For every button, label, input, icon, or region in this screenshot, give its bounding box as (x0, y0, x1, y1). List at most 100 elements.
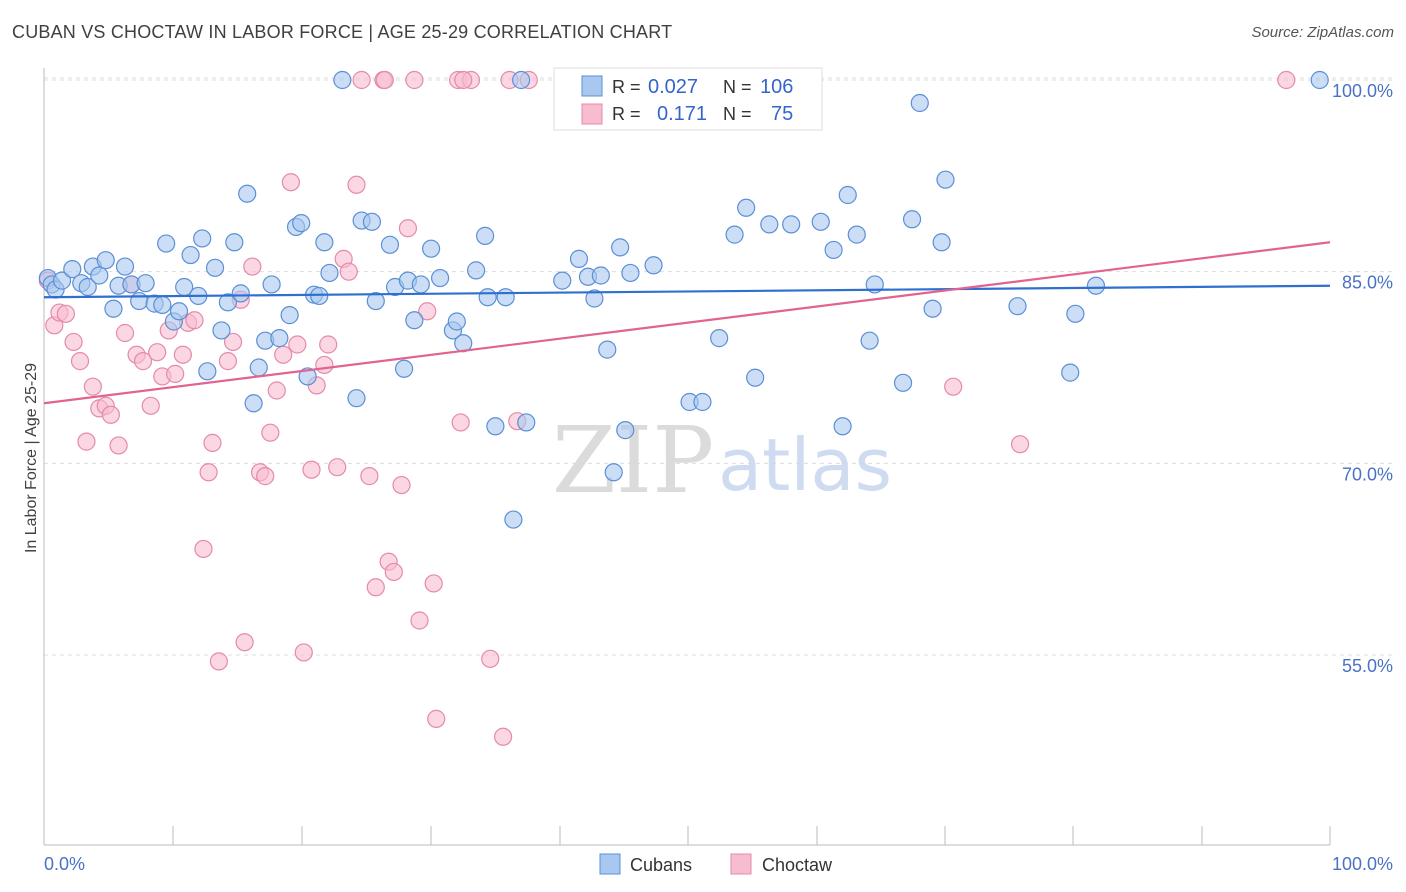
point-cubans (198, 362, 217, 381)
point-cubans (1310, 70, 1329, 90)
point-cubans (782, 215, 801, 234)
legend-swatch-choctaw (730, 853, 752, 875)
point-cubans (1066, 304, 1085, 323)
point-choctaw (148, 343, 167, 362)
point-cubans (486, 417, 505, 436)
point-choctaw (418, 302, 437, 321)
point-choctaw (944, 377, 963, 396)
trend-line-cubans (43, 284, 1331, 299)
trend-line-choctaw (43, 241, 1331, 405)
point-cubans (746, 368, 765, 387)
point-cubans (478, 288, 497, 307)
axes (43, 68, 1330, 846)
point-choctaw (392, 475, 411, 495)
point-cubans (205, 258, 225, 277)
point-cubans (932, 233, 951, 252)
point-choctaw (223, 332, 243, 352)
point-cubans (320, 263, 339, 283)
point-cubans (292, 214, 311, 233)
point-choctaw (256, 467, 275, 486)
point-choctaw (203, 433, 222, 452)
point-cubans (193, 229, 212, 248)
point-choctaw (288, 335, 307, 354)
point-cubans (231, 284, 250, 303)
point-cubans (96, 251, 115, 270)
stats-choctaw-n-label: N = (723, 104, 752, 124)
point-cubans (616, 421, 635, 440)
point-cubans (737, 198, 756, 217)
point-cubans (512, 70, 531, 90)
point-choctaw (427, 709, 446, 728)
stats-cubans-r-value: 0.027 (648, 76, 698, 98)
y-axis-title: In Labor Force | Age 25-29 (23, 363, 40, 553)
point-cubans (90, 266, 109, 285)
y-tick-label: 100.0% (1332, 81, 1393, 101)
x-tick-label-min: 0.0% (44, 854, 85, 874)
point-choctaw (454, 70, 473, 90)
y-tick-label: 55.0% (1342, 656, 1393, 676)
source-label: Source: ZipAtlas.com (1251, 24, 1394, 41)
point-choctaw (410, 611, 429, 630)
point-cubans (262, 275, 281, 294)
point-cubans (315, 233, 334, 252)
point-cubans (517, 413, 536, 432)
y-tick-label: 70.0% (1342, 464, 1393, 484)
stats-cubans-n-value: 106 (760, 76, 793, 98)
point-cubans (380, 235, 400, 254)
point-choctaw (319, 335, 338, 354)
point-choctaw (185, 311, 204, 330)
point-cubans (838, 185, 857, 205)
x-tick-label-max: 100.0% (1332, 854, 1393, 874)
point-cubans (910, 93, 929, 113)
point-cubans (153, 295, 172, 314)
watermark: ZIP atlas (552, 407, 892, 514)
point-cubans (249, 358, 268, 377)
point-cubans (218, 293, 237, 312)
series-cubans-points (38, 70, 1329, 529)
point-cubans (811, 212, 830, 231)
point-choctaw (83, 377, 102, 396)
point-cubans (212, 321, 231, 340)
point-choctaw (398, 219, 418, 238)
y-tick-label: 85.0% (1342, 273, 1393, 293)
point-choctaw (267, 381, 286, 400)
point-cubans (366, 291, 385, 311)
point-cubans (78, 277, 97, 297)
point-choctaw (218, 352, 237, 371)
point-cubans (936, 170, 955, 189)
point-cubans (238, 184, 257, 203)
point-cubans (1086, 276, 1106, 295)
legend-label-cubans: Cubans (630, 855, 692, 875)
point-cubans (611, 238, 630, 257)
point-cubans (270, 329, 289, 348)
chart-title: CUBAN VS CHOCTAW IN LABOR FORCE | AGE 25… (12, 22, 673, 42)
point-choctaw (375, 70, 394, 90)
point-choctaw (366, 578, 385, 597)
watermark-atlas: atlas (718, 423, 892, 507)
point-cubans (157, 234, 176, 253)
point-cubans (893, 373, 913, 392)
point-choctaw (302, 460, 321, 479)
point-cubans (136, 274, 155, 293)
point-choctaw (115, 323, 135, 343)
point-cubans (585, 289, 604, 308)
point-choctaw (101, 405, 120, 424)
point-cubans (130, 291, 149, 311)
x-tick-labels: 0.0% 100.0% (44, 854, 1393, 874)
point-choctaw (347, 175, 366, 194)
point-cubans (169, 302, 189, 321)
point-choctaw (235, 633, 254, 652)
point-choctaw (384, 562, 403, 582)
y-tick-labels: 55.0% 70.0% 85.0% 100.0% (1332, 81, 1393, 676)
point-cubans (421, 239, 441, 258)
stats-choctaw-r-value: 0.171 (657, 103, 707, 125)
point-cubans (244, 394, 263, 413)
series-choctaw-points (38, 70, 1296, 746)
point-choctaw (56, 304, 75, 323)
point-cubans (1061, 363, 1080, 382)
point-choctaw (315, 355, 334, 375)
point-cubans (710, 329, 729, 348)
point-cubans (693, 392, 712, 412)
stats-swatch-choctaw (581, 103, 603, 125)
